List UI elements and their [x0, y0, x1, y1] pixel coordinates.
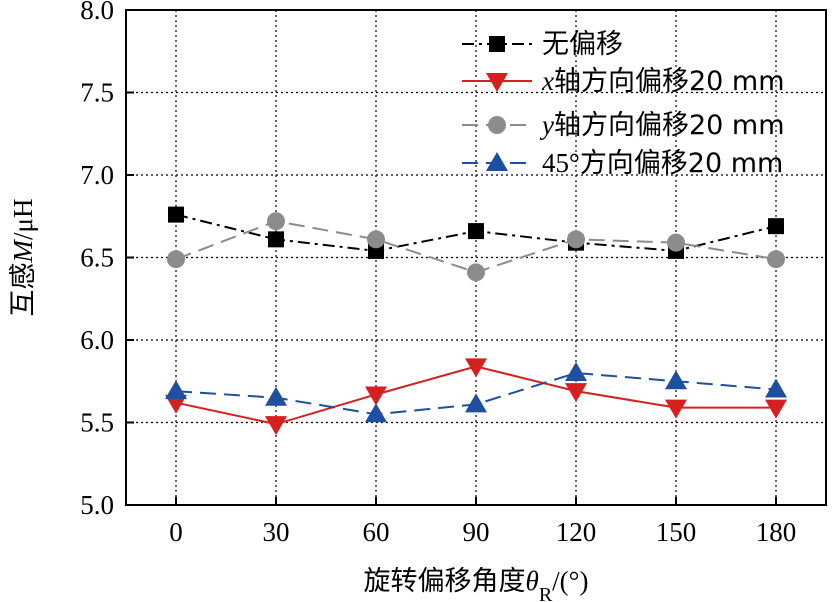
series-4-point	[165, 380, 187, 400]
legend-label-2: x轴方向偏移20 mm	[541, 66, 785, 97]
series-3-point	[267, 212, 285, 231]
series-2-point	[465, 358, 487, 378]
series-1-point	[468, 223, 484, 240]
grid	[126, 10, 826, 505]
x-tick-label: 60	[363, 517, 390, 547]
legend-marker-3	[488, 116, 506, 134]
series-2-point	[165, 394, 187, 414]
series-3-point	[167, 250, 185, 269]
series-markers	[165, 206, 787, 436]
series-2-point	[265, 416, 287, 436]
series-4-point	[365, 403, 387, 423]
y-tick-label: 5.5	[80, 408, 114, 438]
y-tick-label: 7.0	[80, 160, 114, 190]
y-tick-label: 7.5	[80, 78, 114, 108]
legend-label-1: 无偏移	[542, 29, 623, 60]
series-1-point	[768, 218, 784, 235]
x-tick-label: 120	[556, 517, 597, 547]
series-2-point	[365, 386, 387, 406]
axis-ticks	[126, 9, 777, 506]
y-axis-label: 互感M/μH	[8, 199, 39, 317]
legend-marker-2	[486, 73, 508, 92]
legend-marker-1	[489, 36, 505, 52]
series-4-point	[665, 370, 687, 390]
x-tick-label: 90	[463, 517, 490, 547]
series-3-point	[567, 230, 585, 249]
series-3-point	[667, 233, 685, 252]
y-tick-labels: 5.0 5.5 6.0 6.5 7.0 7.5 8.0	[80, 0, 114, 520]
y-tick-label: 5.0	[80, 490, 114, 520]
series-1-point	[168, 206, 184, 223]
series-3-point	[367, 230, 385, 249]
series-2-point	[565, 383, 587, 403]
x-tick-label: 0	[169, 517, 183, 547]
legend-marker-4	[486, 152, 508, 171]
x-axis-label: 旋转偏移角度θR/(°)	[364, 566, 589, 602]
series-3-point	[467, 263, 485, 282]
series-4-point	[765, 378, 787, 398]
y-tick-label: 6.0	[80, 325, 114, 355]
series-4-point	[565, 362, 587, 381]
legend-label-4: 45°方向偏移20 mm	[542, 148, 783, 179]
series-4-point	[465, 393, 487, 413]
x-tick-label: 150	[656, 517, 697, 547]
series-2-point	[765, 399, 787, 419]
y-tick-label: 8.0	[80, 0, 114, 25]
x-tick-labels: 0 30 60 90 120 150 180	[169, 517, 796, 547]
series-4-point	[265, 386, 287, 406]
series-1-point	[268, 231, 284, 248]
series-3-point	[767, 250, 785, 269]
legend-label-3: y轴方向偏移20 mm	[539, 110, 785, 141]
series-2-point	[665, 399, 687, 419]
y-tick-label: 6.5	[80, 243, 114, 273]
x-tick-label: 30	[263, 517, 290, 547]
legend: 无偏移 x轴方向偏移20 mm y轴方向偏移20 mm 45°方向偏移20 mm	[462, 29, 785, 179]
x-tick-label: 180	[756, 517, 797, 547]
